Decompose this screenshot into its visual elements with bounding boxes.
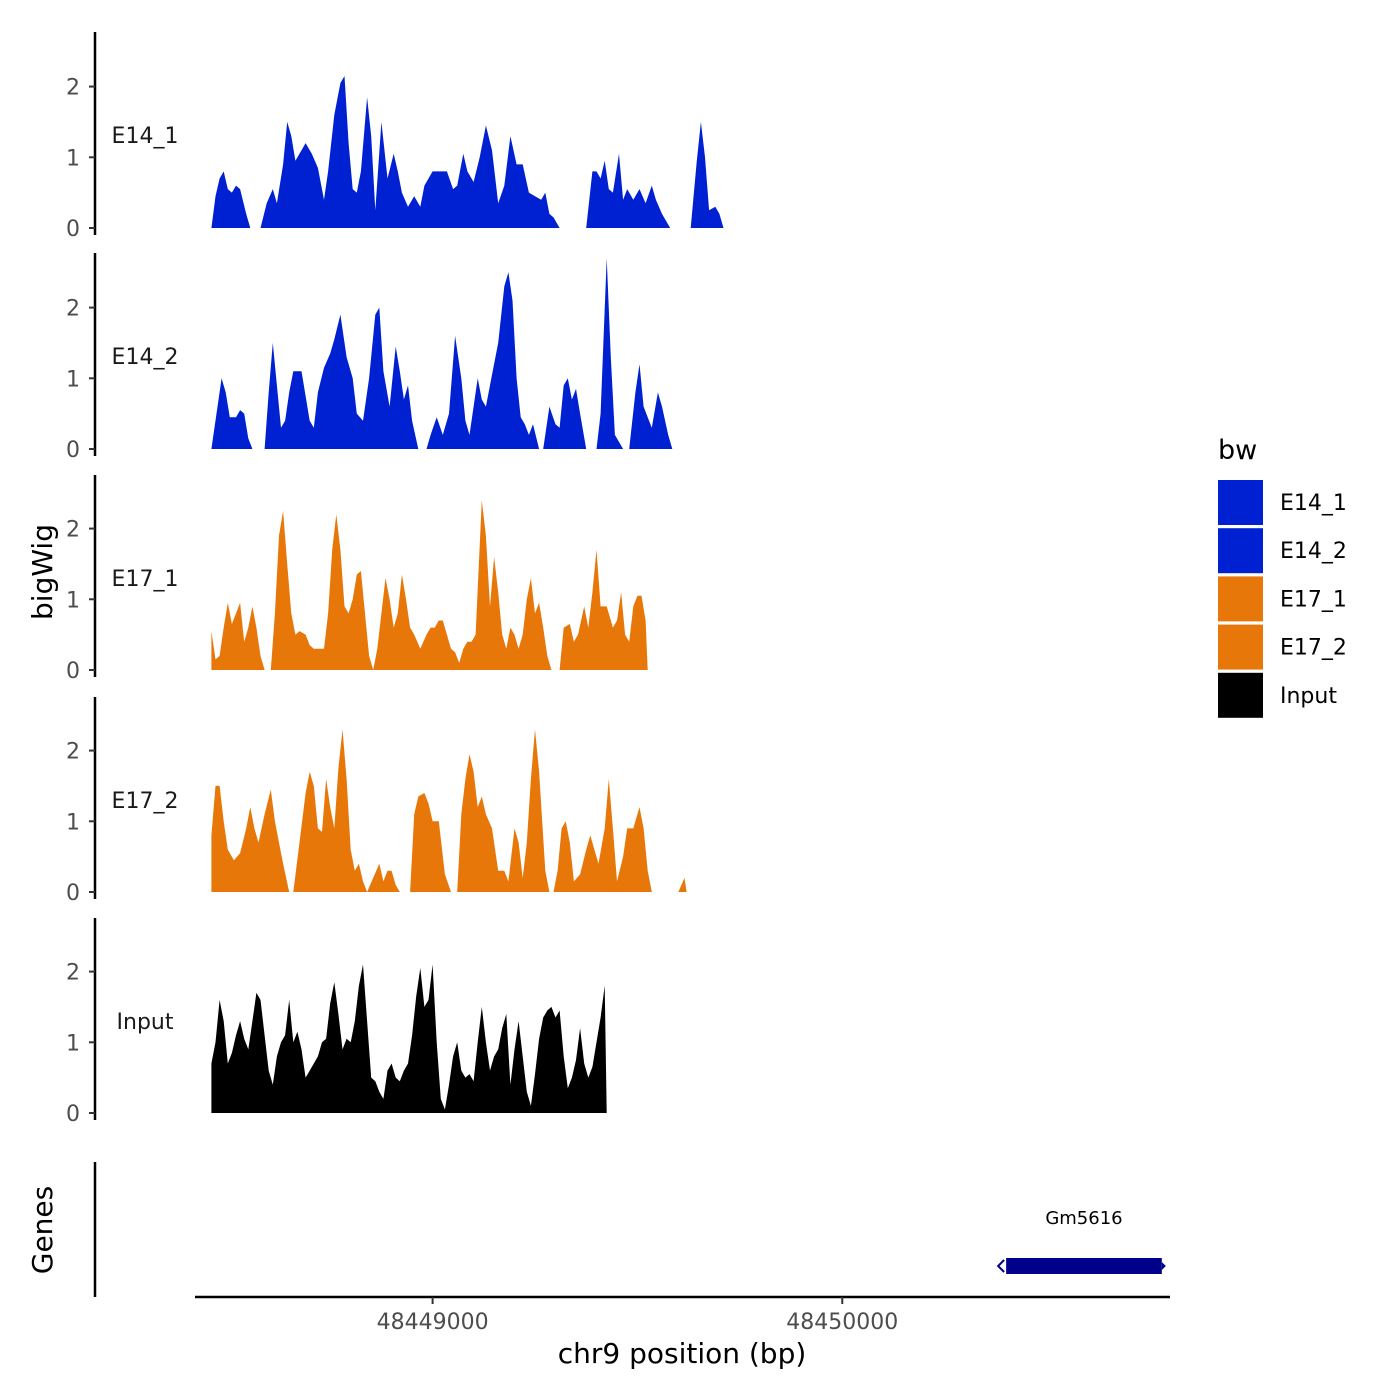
y-tick-label: 2 <box>66 76 80 101</box>
gene-models: Gm5616 <box>996 1208 1166 1274</box>
y-tick-label: 1 <box>66 588 80 613</box>
track-label-E14_2: E14_2 <box>112 345 179 370</box>
track-label-E17_2: E17_2 <box>112 789 179 814</box>
y-tick-label: 1 <box>66 367 80 392</box>
gene-body <box>1006 1258 1162 1274</box>
track-E17_1: 0 1 2 E17_1 <box>66 475 648 684</box>
gene-Gm5616: Gm5616 <box>996 1208 1166 1274</box>
signal-tracks: 0 1 2 E14_1 0 1 2 E14_2 0 1 2 E17_1 0 1 2 E17_2 0 1 2 Input <box>66 32 724 1127</box>
y-tick-label: 1 <box>66 810 80 835</box>
gene-end-cap <box>1161 1262 1166 1270</box>
strand-arrow-icon <box>996 1259 1005 1273</box>
legend-item-E17_1: E17_1 <box>1218 576 1347 622</box>
legend: bw E14_1 E14_2 E17_1 E17_2 Input <box>1218 435 1347 718</box>
y-tick-label: 2 <box>66 961 80 986</box>
legend-swatch <box>1218 576 1263 622</box>
legend-item-E14_2: E14_2 <box>1218 528 1347 574</box>
genes-panel: Gm5616 48449000 48450000 <box>93 1162 1170 1335</box>
legend-item-E14_1: E14_1 <box>1218 480 1347 525</box>
legend-swatch <box>1218 480 1263 525</box>
legend-swatch <box>1218 672 1263 718</box>
y-tick-label: 2 <box>66 518 80 543</box>
x-axis-ticks: 48449000 48450000 <box>377 1297 898 1335</box>
x-tick-label: 48449000 <box>377 1310 489 1335</box>
y-tick-label: 1 <box>66 1031 80 1056</box>
legend-title: bw <box>1218 435 1257 466</box>
legend-label: E14_2 <box>1280 539 1347 564</box>
signal-area-Input <box>211 964 607 1113</box>
signal-area-E17_2 <box>211 729 687 892</box>
signal-area-E14_2 <box>211 258 673 449</box>
legend-label: E14_1 <box>1280 491 1347 516</box>
legend-item-E17_2: E17_2 <box>1218 624 1347 670</box>
x-tick-label: 48450000 <box>786 1310 898 1335</box>
y-tick-label: 0 <box>66 217 80 242</box>
y-tick-label: 0 <box>66 438 80 463</box>
legend-label: Input <box>1280 684 1337 709</box>
track-Input: 0 1 2 Input <box>66 918 607 1127</box>
signal-area-E14_1 <box>211 76 724 228</box>
y-tick-label: 2 <box>66 297 80 322</box>
y-tick-label: 0 <box>66 659 80 684</box>
legend-swatch <box>1218 624 1263 670</box>
y-tick-label: 0 <box>66 881 80 906</box>
y-tick-label: 1 <box>66 146 80 171</box>
y-tick-label: 0 <box>66 1102 80 1127</box>
track-E14_1: 0 1 2 E14_1 <box>66 32 724 242</box>
legend-swatch <box>1218 528 1263 574</box>
y-tick-label: 2 <box>66 740 80 765</box>
x-axis-title: chr9 position (bp) <box>558 1337 807 1370</box>
legend-label: E17_2 <box>1280 636 1347 661</box>
legend-label: E17_1 <box>1280 587 1347 612</box>
genes-axis-title: Genes <box>26 1186 59 1274</box>
track-label-E17_1: E17_1 <box>112 567 179 592</box>
track-E17_2: 0 1 2 E17_2 <box>66 697 687 906</box>
signal-area-E17_1 <box>211 500 648 670</box>
track-label-E14_1: E14_1 <box>112 124 179 149</box>
legend-item-Input: Input <box>1218 672 1337 718</box>
gene-label: Gm5616 <box>1045 1208 1122 1229</box>
track-label-Input: Input <box>117 1010 174 1035</box>
y-axis-title: bigWig <box>26 524 59 620</box>
track-E14_2: 0 1 2 E14_2 <box>66 253 673 463</box>
